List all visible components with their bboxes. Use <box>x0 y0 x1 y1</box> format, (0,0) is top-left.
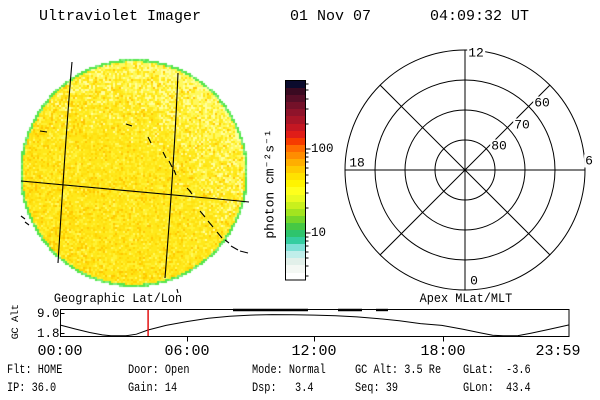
status-ip: IP: 36.0 <box>7 381 57 395</box>
status-mode: Mode: Normal <box>252 363 326 377</box>
xtick-0000: 00:00 <box>37 343 83 360</box>
polar-panel-title: Apex MLat/MLT <box>419 292 513 306</box>
mlat-60-label: 60 <box>533 95 551 111</box>
gc-alt-curve <box>59 314 569 337</box>
colorbar-frame <box>285 80 311 281</box>
time-label: 04:09:32 UT <box>430 8 530 25</box>
ytick-1.8: 1.8 <box>37 327 60 341</box>
app-title: Ultraviolet Imager <box>39 8 202 25</box>
status-seq: Seq: 39 <box>355 381 399 395</box>
status-gc-alt: GC Alt: 3.5 Re <box>355 363 442 377</box>
mlt-6-label: 6 <box>584 153 594 169</box>
mlt-18-label: 18 <box>348 155 366 171</box>
colorbar-tick-10: 10 <box>311 226 327 240</box>
polar-grid <box>344 49 586 291</box>
date-label: 01 Nov 07 <box>290 8 372 25</box>
disk-dashed-marks <box>20 123 249 294</box>
ytick-9.0: 9.0 <box>37 307 60 321</box>
status-dsp: Dsp: 3.4 <box>252 381 314 395</box>
mlt-12-label: 12 <box>467 45 485 61</box>
stripchart-frame <box>60 308 570 342</box>
status-door: Door: Open <box>128 363 190 377</box>
mlat-70-label: 70 <box>513 117 531 133</box>
mlat-80-label: 80 <box>490 138 508 154</box>
xtick-0600: 06:00 <box>164 343 210 360</box>
xtick-1800: 18:00 <box>420 343 466 360</box>
colorbar-minor-ticks <box>305 83 309 277</box>
xtick-2359: 23:59 <box>535 343 581 360</box>
uv-disk-image <box>19 57 251 289</box>
colorbar <box>286 81 305 280</box>
disk-grid-lines <box>20 61 250 294</box>
status-glon: GLon: 43.4 <box>463 381 531 395</box>
mlt-0-label: 0 <box>469 273 479 289</box>
xtick-1200: 12:00 <box>291 343 337 360</box>
status-flt: Flt: HOME <box>7 363 63 377</box>
status-gain: Gain: 14 <box>128 381 178 395</box>
colorbar-tick-100: 100 <box>311 142 334 156</box>
disk-panel-title: Geographic Lat/Lon <box>53 292 183 306</box>
status-glat: GLat: -3.6 <box>463 363 531 377</box>
